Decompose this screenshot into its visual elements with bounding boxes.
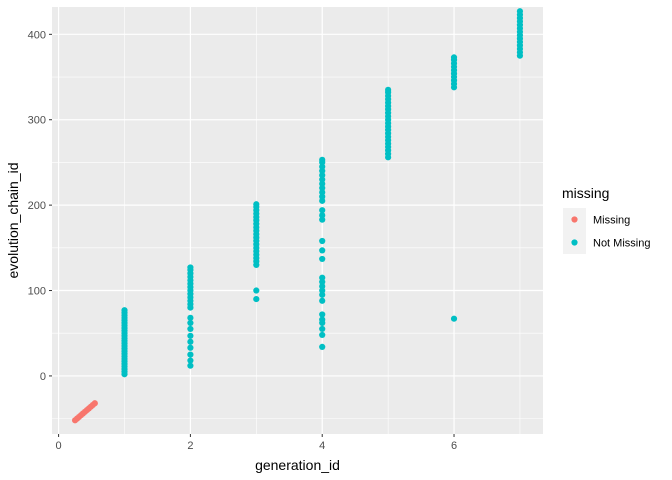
data-point: [187, 362, 194, 369]
data-point: [319, 274, 326, 281]
data-point: [319, 212, 326, 219]
data-point: [319, 172, 326, 179]
data-point: [91, 400, 98, 407]
data-point: [385, 86, 392, 93]
data-points: [71, 8, 524, 424]
plot-panel: [52, 7, 543, 434]
data-point: [319, 331, 326, 339]
data-point: [187, 332, 194, 339]
data-point: [319, 156, 326, 163]
legend-title: missing: [562, 185, 609, 201]
legend-label: Missing: [593, 215, 630, 227]
data-point: [253, 287, 260, 294]
data-point: [319, 291, 326, 298]
data-point: [187, 351, 194, 358]
data-point: [319, 311, 326, 318]
legend-key-point: [571, 239, 578, 246]
legend-label: Not Missing: [593, 238, 650, 250]
data-point: [319, 189, 326, 196]
data-point: [187, 344, 194, 351]
x-tick-label: 0: [56, 440, 62, 452]
data-point: [319, 297, 326, 304]
data-point: [187, 264, 194, 271]
y-tick-label: 0: [40, 371, 46, 383]
data-point: [319, 163, 326, 170]
x-tick-label: 4: [319, 440, 325, 452]
data-point: [253, 295, 260, 303]
data-point: [187, 357, 194, 364]
data-point: [450, 54, 458, 61]
data-point: [319, 283, 326, 290]
x-tick-label: 6: [451, 440, 457, 452]
y-axis-title: evolution_chain_id: [5, 163, 21, 279]
data-point: [253, 201, 260, 208]
legend-entries: Missing Not Missing: [563, 208, 650, 254]
data-point: [121, 307, 128, 314]
data-point: [450, 315, 458, 322]
data-point: [516, 8, 524, 15]
y-tick-label: 200: [28, 200, 46, 212]
data-point: [187, 319, 194, 327]
data-point: [187, 338, 194, 345]
data-point: [319, 216, 326, 223]
data-point: [319, 287, 326, 294]
data-point: [319, 278, 326, 286]
data-point: [187, 314, 194, 321]
data-point: [319, 176, 326, 183]
data-point: [319, 193, 326, 200]
data-point: [319, 316, 326, 323]
legend: missing Missing Not Missing: [562, 185, 650, 254]
x-tick-label: 2: [187, 440, 193, 452]
data-point: [319, 237, 326, 245]
data-point: [319, 255, 326, 263]
data-point: [319, 325, 326, 333]
y-tick-label: 300: [28, 115, 46, 127]
data-point: [319, 197, 326, 204]
data-point: [319, 343, 326, 350]
y-axis-ticks: 0 100 200 300 400: [28, 29, 52, 383]
data-point: [319, 247, 326, 254]
y-tick-label: 400: [28, 29, 46, 41]
data-point: [319, 180, 326, 187]
y-tick-label: 100: [28, 286, 46, 298]
data-point: [319, 167, 326, 175]
x-axis-ticks: 0 2 4 6: [56, 434, 457, 452]
legend-key-point: [571, 216, 578, 223]
x-axis-title: generation_id: [255, 457, 340, 473]
data-point: [187, 325, 194, 333]
data-point: [319, 207, 326, 214]
data-point: [319, 184, 326, 192]
